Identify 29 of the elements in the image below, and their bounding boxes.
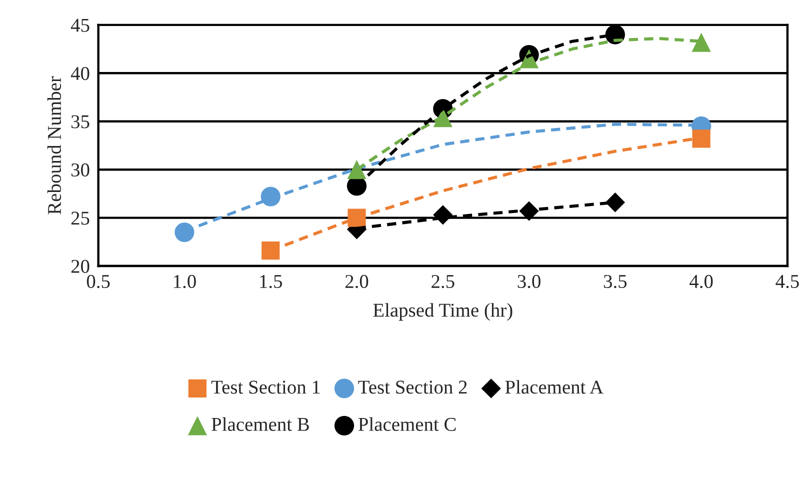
- x-tick-label: 0.5: [86, 274, 110, 288]
- point: [348, 208, 366, 227]
- point: [174, 222, 194, 242]
- x-axis-title: Elapsed Time (hr): [373, 303, 512, 321]
- x-tick-label: 2.0: [345, 274, 368, 288]
- legend-label: Placement B: [212, 417, 309, 431]
- y-tick-label: 45: [70, 18, 90, 32]
- x-tick-label: 4.5: [776, 275, 799, 288]
- y-tick-label: 35: [71, 115, 90, 128]
- legend-label: Test Section 2: [358, 380, 467, 394]
- point: [347, 160, 366, 180]
- y-tick-label: 30: [71, 163, 90, 177]
- y-tick-label: 25: [71, 212, 90, 225]
- x-tick-label: 2.5: [432, 274, 454, 288]
- x-tick-label: 4.0: [690, 274, 713, 288]
- y-tick-label: 40: [70, 66, 90, 80]
- y-tick-label: 20: [71, 260, 90, 273]
- point: [605, 192, 625, 212]
- x-tick-label: 3.5: [604, 274, 627, 288]
- point: [262, 242, 280, 260]
- y-axis-title: Rebound Number: [47, 76, 62, 214]
- x-tick-label: 1.0: [174, 274, 196, 288]
- legend-label: Placement C: [358, 417, 456, 431]
- x-tick-label: 1.5: [260, 275, 282, 288]
- legend-label: Placement A: [505, 380, 604, 394]
- point: [692, 130, 710, 148]
- legend-label: Test Section 1: [211, 380, 320, 394]
- x-tick-label: 3.0: [518, 274, 540, 288]
- point: [692, 32, 711, 52]
